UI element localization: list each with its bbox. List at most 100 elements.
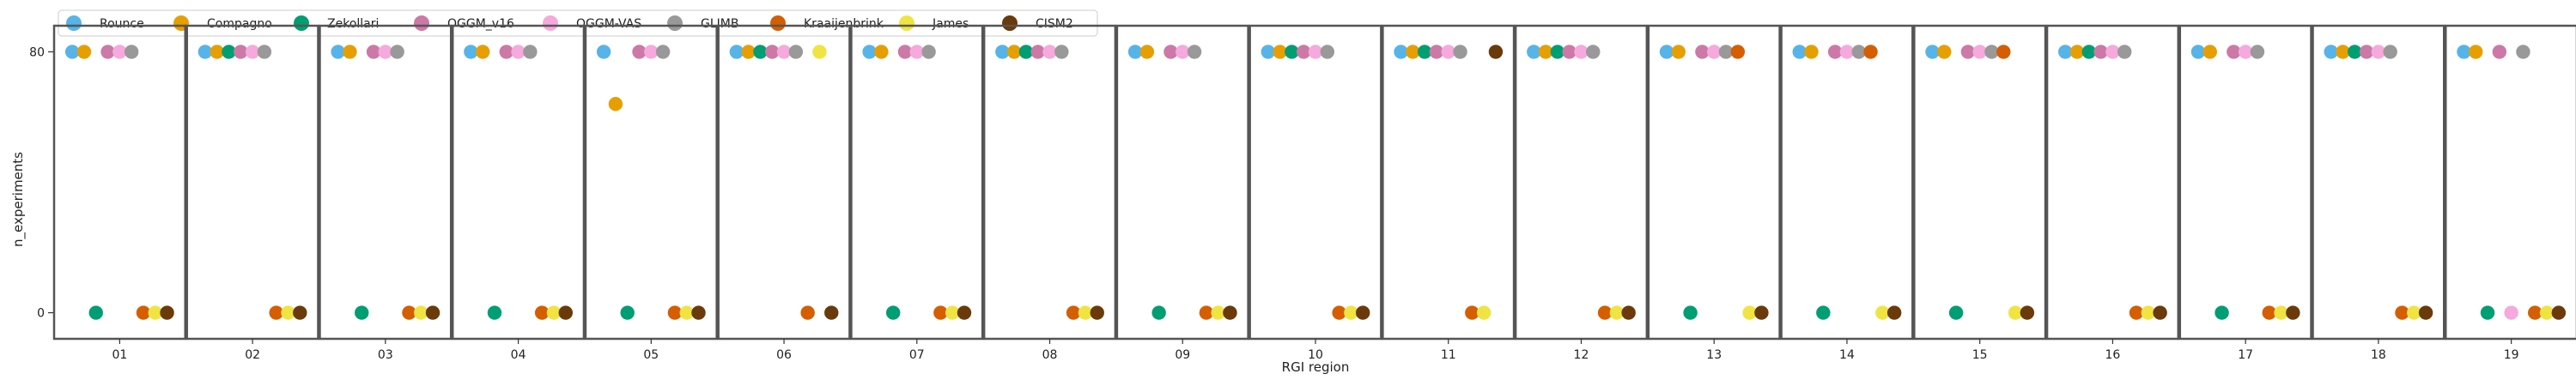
region-panel-01 (52, 24, 186, 341)
data-point-oggm-vas-05 (644, 45, 659, 59)
data-point-compagno-07 (874, 45, 889, 59)
region-panel-05 (584, 24, 718, 341)
x-tick-label: 02 (245, 348, 260, 362)
data-point-rounce-07 (862, 45, 877, 59)
data-point-kraaijenbrink-03 (402, 305, 416, 320)
data-point-james-04 (546, 305, 562, 320)
x-tick-label: 09 (1175, 348, 1190, 362)
data-point-zekollari-18 (2348, 45, 2362, 59)
x-tick-label: 01 (112, 348, 127, 362)
data-point-oggm-vas-17 (2238, 45, 2253, 59)
data-point-cism2-04 (558, 305, 573, 320)
data-point-oggm-v16-19 (2492, 45, 2507, 59)
data-point-glimb-19 (2516, 45, 2530, 59)
data-point-oggm-vas-19 (2504, 305, 2518, 320)
data-point-james-13 (1742, 305, 1757, 320)
legend-label-glimb: GLIMB (701, 17, 738, 31)
data-point-glimb-15 (1984, 45, 1999, 59)
data-point-rounce-04 (464, 45, 478, 59)
y-tick-label: 80 (29, 45, 45, 59)
data-point-james-08 (1078, 305, 1093, 320)
region-panel-02 (185, 24, 319, 341)
data-points (64, 45, 2567, 320)
legend-label-james: James (932, 17, 969, 31)
legend-label-cism2: CISM2 (1036, 17, 1073, 31)
data-point-james-10 (1344, 305, 1358, 320)
x-tick-label: 12 (1574, 348, 1589, 362)
region-panel-19 (2445, 24, 2576, 341)
data-point-glimb-10 (1320, 45, 1335, 59)
data-point-oggm-v16-17 (2227, 45, 2241, 59)
region-panels (52, 24, 2576, 341)
data-point-glimb-04 (523, 45, 538, 59)
legend-label-rounce: Rounce (100, 17, 144, 31)
data-point-compagno-05 (608, 97, 623, 112)
data-point-cism2-03 (425, 305, 440, 320)
data-point-rounce-13 (1659, 45, 1674, 59)
region-panel-18 (2312, 24, 2445, 341)
data-point-oggm-v16-03 (366, 45, 381, 59)
data-point-zekollari-13 (1683, 305, 1698, 320)
legend-marker-oggm-v16 (414, 15, 429, 31)
data-point-kraaijenbrink-14 (1863, 45, 1878, 59)
data-point-rounce-10 (1261, 45, 1276, 59)
data-point-cism2-09 (1223, 305, 1237, 320)
y-axis: 0 80 (29, 45, 53, 321)
data-point-james-15 (2008, 305, 2023, 320)
legend-label-oggm-vas: OGGM-VAS (576, 17, 641, 31)
data-point-zekollari-09 (1151, 305, 1166, 320)
data-point-rounce-17 (2190, 45, 2206, 59)
data-point-zekollari-15 (1948, 305, 1964, 320)
legend-label-kraaijenbrink: Kraaijenbrink (804, 17, 884, 31)
data-point-oggm-vas-08 (1042, 45, 1057, 59)
region-panel-03 (319, 24, 453, 341)
data-point-cism2-12 (1621, 305, 1636, 320)
data-point-rounce-19 (2457, 45, 2471, 59)
x-tick-label: 17 (2238, 348, 2253, 362)
data-point-cism2-02 (293, 305, 307, 320)
data-point-compagno-08 (1006, 45, 1022, 59)
data-point-zekollari-06 (753, 45, 768, 59)
data-point-cism2-11 (1488, 45, 1504, 59)
data-point-rounce-08 (995, 45, 1010, 59)
data-point-james-06 (812, 45, 827, 59)
data-point-kraaijenbrink-04 (534, 305, 550, 320)
data-point-zekollari-01 (88, 305, 103, 320)
data-point-zekollari-14 (1816, 305, 1831, 320)
data-point-zekollari-02 (222, 45, 236, 59)
data-point-oggm-v16-02 (234, 45, 248, 59)
data-point-cism2-15 (2020, 305, 2035, 320)
x-tick-label: 19 (2504, 348, 2519, 362)
data-point-oggm-v16-04 (499, 45, 513, 59)
data-point-cism2-07 (957, 305, 972, 320)
region-panel-09 (1115, 24, 1249, 341)
data-point-compagno-15 (1937, 45, 1952, 59)
data-point-james-12 (1609, 305, 1625, 320)
x-tick-label: 14 (1839, 348, 1855, 362)
y-axis-label: n_experiments (10, 152, 27, 247)
data-point-oggm-vas-15 (1972, 45, 1987, 59)
x-tick-label: 16 (2105, 348, 2121, 362)
x-tick-label: 03 (378, 348, 393, 362)
data-point-glimb-18 (2383, 45, 2397, 59)
data-point-cism2-06 (824, 305, 839, 320)
data-point-kraaijenbrink-13 (1730, 45, 1746, 59)
x-tick-label: 13 (1706, 348, 1722, 362)
region-panel-04 (451, 24, 586, 341)
data-point-kraaijenbrink-15 (1996, 45, 2011, 59)
data-point-oggm-v16-15 (1960, 45, 1976, 59)
legend-marker-cism2 (1002, 15, 1018, 31)
data-point-james-16 (2141, 305, 2156, 320)
data-point-james-01 (148, 305, 162, 320)
data-point-glimb-05 (655, 45, 671, 59)
data-point-rounce-01 (64, 45, 80, 59)
x-tick-label: 06 (776, 348, 792, 362)
data-point-cism2-08 (1090, 305, 1104, 320)
data-point-compagno-12 (1538, 45, 1553, 59)
data-point-kraaijenbrink-18 (2395, 305, 2409, 320)
region-panel-13 (1647, 24, 1781, 341)
region-panel-08 (982, 24, 1117, 341)
data-point-james-17 (2274, 305, 2288, 320)
data-point-glimb-09 (1187, 45, 1202, 59)
data-point-compagno-16 (2069, 45, 2085, 59)
